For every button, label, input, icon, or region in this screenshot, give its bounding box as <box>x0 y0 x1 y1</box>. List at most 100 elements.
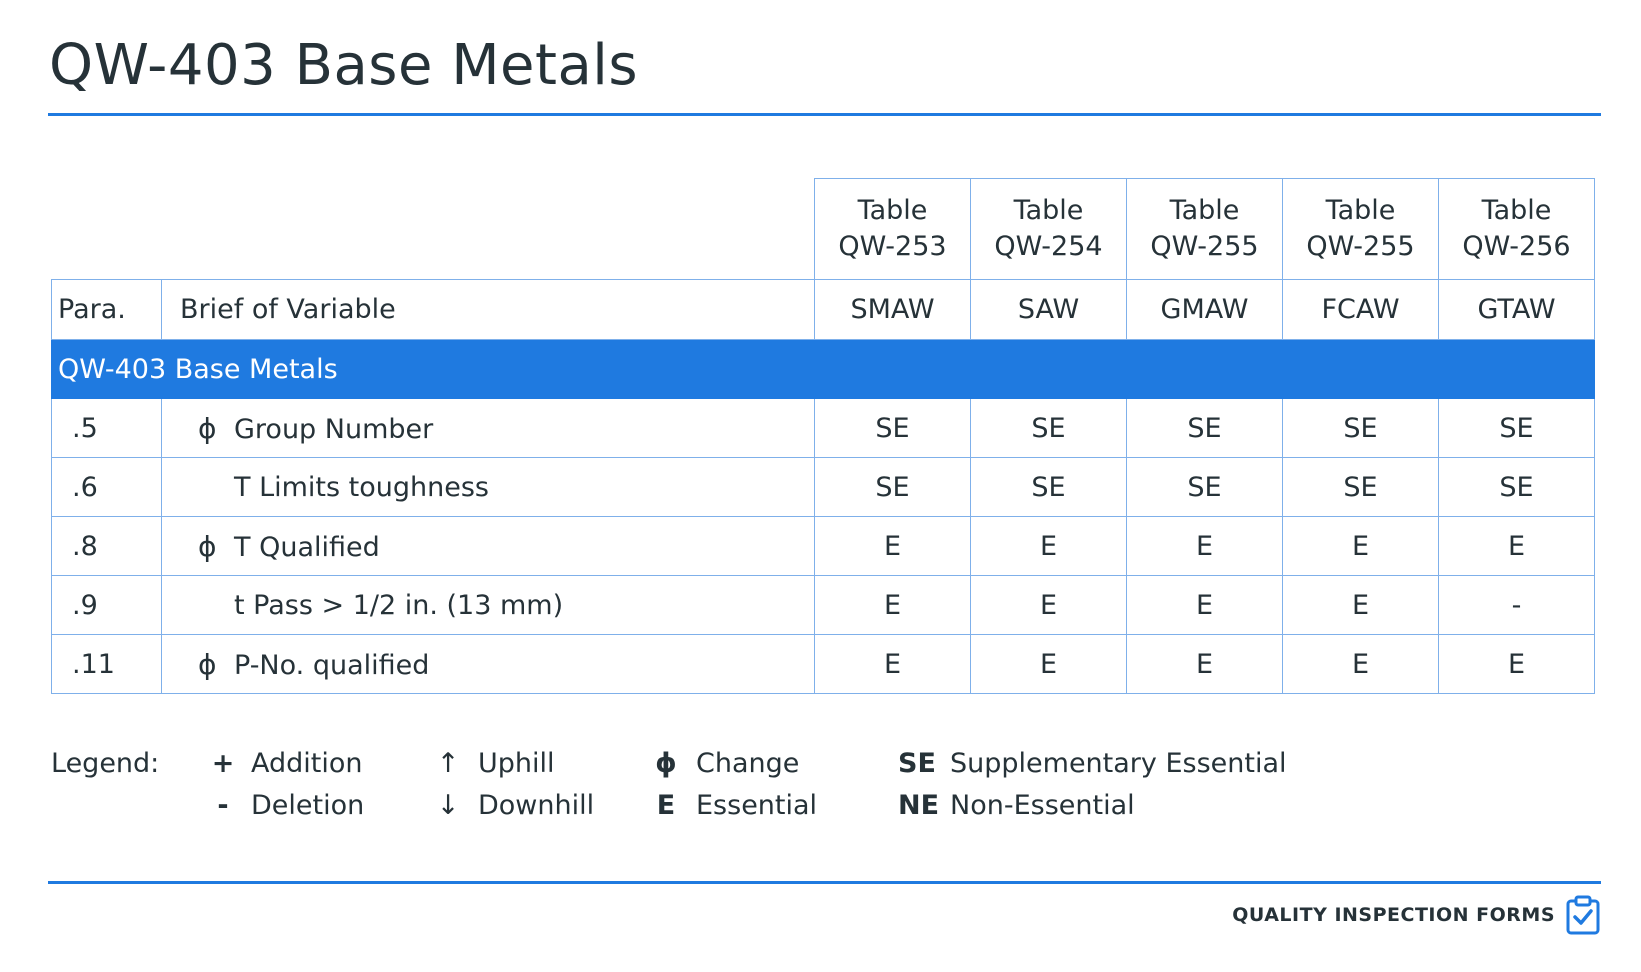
process-column-header: SMAW <box>814 279 971 340</box>
value-cell: E <box>814 634 971 694</box>
value-cell: SE <box>970 457 1127 517</box>
value-cell: SE <box>814 398 971 458</box>
process-column-header: GMAW <box>1126 279 1283 340</box>
value-cell: - <box>1438 575 1595 635</box>
legend-item-essential: E Essential <box>654 790 817 821</box>
brand-name: QUALITY INSPECTION FORMS <box>1232 904 1555 926</box>
value-cell: E <box>1282 634 1439 694</box>
value-cell: SE <box>1282 398 1439 458</box>
brief-text: t Pass > 1/2 in. (13 mm) <box>234 589 564 621</box>
legend-label: Legend: <box>51 748 160 779</box>
section-header-row: QW-403 Base Metals <box>51 339 1595 399</box>
para-cell: .6 <box>51 457 162 517</box>
column-header-row: Para. Brief of Variable SMAW SAW GMAW FC… <box>51 279 1595 340</box>
para-cell: .8 <box>51 516 162 576</box>
table-ref-header: Table QW-253 <box>814 178 971 280</box>
legend-text: Non-Essential <box>950 790 1135 821</box>
value-cell: E <box>970 516 1127 576</box>
legend-text: Change <box>696 748 800 779</box>
legend-item-addition: + Addition <box>211 748 363 779</box>
value-cell: SE <box>1438 457 1595 517</box>
value-cell: E <box>1438 516 1595 576</box>
value-cell: E <box>1126 575 1283 635</box>
variables-table: Table QW-253 Table QW-254 Table QW-255 Tabl… <box>51 178 1595 694</box>
table-ref-line1: Table <box>1325 195 1396 226</box>
para-cell: .9 <box>51 575 162 635</box>
down-arrow-icon: ↓ <box>436 790 460 821</box>
value-cell: SE <box>814 457 971 517</box>
process-column-header: GTAW <box>1438 279 1595 340</box>
table-ref-line2: QW-253 <box>838 231 947 262</box>
table-ref-header: Table QW-255 <box>1282 178 1439 280</box>
table-ref-line2: QW-254 <box>994 231 1103 262</box>
brief-column-header: Brief of Variable <box>161 279 815 340</box>
legend-item-non-essential: NE Non-Essential <box>898 790 1135 821</box>
legend-item-supplementary-essential: SE Supplementary Essential <box>898 748 1287 779</box>
value-cell: E <box>1438 634 1595 694</box>
brief-cell: ϕ Group Number <box>161 398 815 458</box>
table-row: .8 ϕ T Qualified E E E E E <box>51 516 1595 576</box>
value-cell: SE <box>1282 457 1439 517</box>
header-blank-cell <box>51 178 815 280</box>
table-row: .5 ϕ Group Number SE SE SE SE SE <box>51 398 1595 458</box>
value-cell: E <box>970 634 1127 694</box>
value-cell: E <box>1282 516 1439 576</box>
plus-icon: + <box>211 748 235 779</box>
value-cell: E <box>970 575 1127 635</box>
table-ref-line1: Table <box>1013 195 1084 226</box>
value-cell: E <box>1126 634 1283 694</box>
brief-text: T Qualified <box>234 531 380 563</box>
table-ref-line1: Table <box>1481 195 1552 226</box>
value-cell: E <box>814 575 971 635</box>
table-row: .6 T Limits toughness SE SE SE SE SE <box>51 457 1595 517</box>
table-ref-line2: QW-256 <box>1462 231 1571 262</box>
table-ref-line2: QW-255 <box>1150 231 1259 262</box>
value-cell: SE <box>1438 398 1595 458</box>
brief-text: Group Number <box>234 413 434 445</box>
table-ref-line1: Table <box>1169 195 1240 226</box>
brief-cell: T Limits toughness <box>161 457 815 517</box>
essential-symbol: E <box>656 790 676 821</box>
table-ref-line1: Table <box>857 195 928 226</box>
brand: QUALITY INSPECTION FORMS <box>1232 895 1601 935</box>
legend-text: Downhill <box>478 790 595 821</box>
section-title: QW-403 Base Metals <box>51 339 1595 399</box>
para-cell: .11 <box>51 634 162 694</box>
value-cell: SE <box>1126 398 1283 458</box>
page-title: QW-403 Base Metals <box>49 33 639 98</box>
table-reference-row: Table QW-253 Table QW-254 Table QW-255 Tabl… <box>51 178 1595 280</box>
legend-item-downhill: ↓ Downhill <box>436 790 594 821</box>
phi-icon: ϕ <box>655 748 677 779</box>
legend-text: Deletion <box>251 790 365 821</box>
brief-text: T Limits toughness <box>234 471 489 503</box>
value-cell: E <box>1282 575 1439 635</box>
table-ref-line2: QW-255 <box>1306 231 1415 262</box>
supplementary-essential-symbol: SE <box>898 748 936 779</box>
change-symbol-icon: ϕ <box>198 411 217 445</box>
brief-cell: t Pass > 1/2 in. (13 mm) <box>161 575 815 635</box>
table-ref-header: Table QW-256 <box>1438 178 1595 280</box>
process-column-header: FCAW <box>1282 279 1439 340</box>
para-column-header: Para. <box>51 279 162 340</box>
process-column-header: SAW <box>970 279 1127 340</box>
legend-text: Supplementary Essential <box>950 748 1287 779</box>
minus-icon: - <box>217 790 229 821</box>
brief-cell: ϕ P-No. qualified <box>161 634 815 694</box>
change-symbol-icon: ϕ <box>198 647 217 681</box>
footer-divider <box>48 881 1601 884</box>
value-cell: SE <box>970 398 1127 458</box>
table-row: .9 t Pass > 1/2 in. (13 mm) E E E E - <box>51 575 1595 635</box>
clipboard-check-icon <box>1566 895 1600 935</box>
value-cell: E <box>1126 516 1283 576</box>
brief-text: P-No. qualified <box>234 649 430 681</box>
table-ref-header: Table QW-254 <box>970 178 1127 280</box>
brief-cell: ϕ T Qualified <box>161 516 815 576</box>
title-divider <box>48 113 1601 116</box>
table-row: .11 ϕ P-No. qualified E E E E E <box>51 634 1595 694</box>
legend-text: Essential <box>696 790 818 821</box>
legend-text: Addition <box>251 748 363 779</box>
legend-item-uphill: ↑ Uphill <box>436 748 555 779</box>
legend-item-change: ϕ Change <box>654 748 799 779</box>
change-symbol-icon: ϕ <box>198 529 217 563</box>
